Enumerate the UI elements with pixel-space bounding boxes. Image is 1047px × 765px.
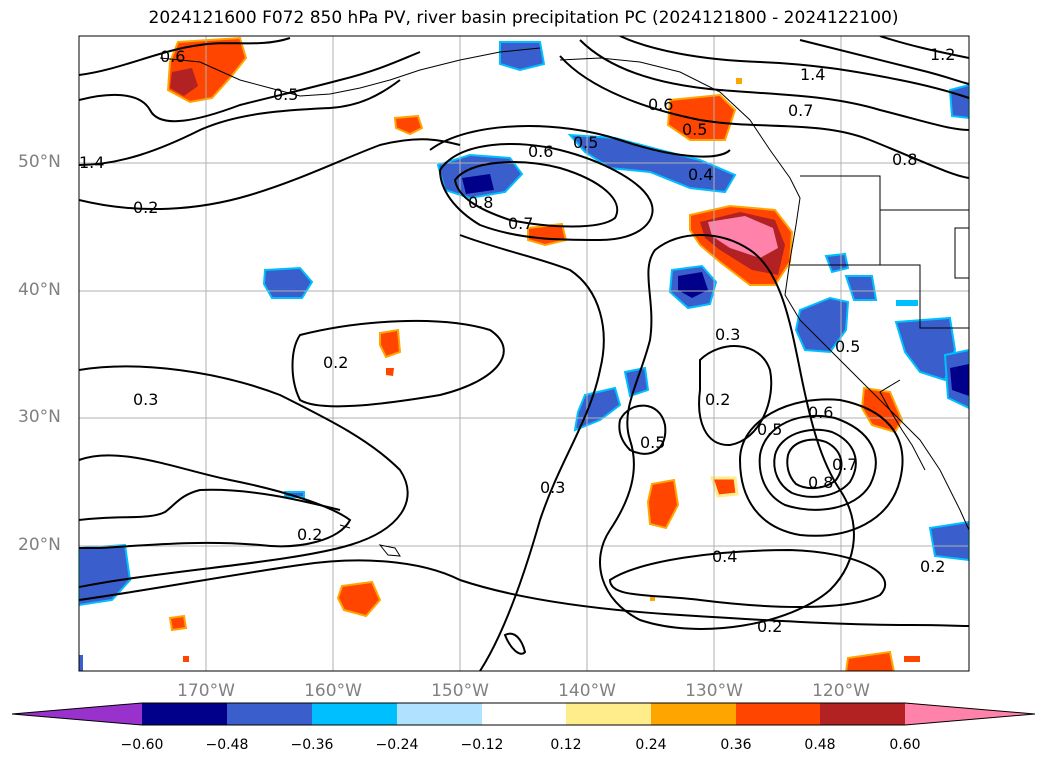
contour-label: 0.5 [640, 433, 665, 452]
colorbar [11, 702, 1036, 726]
lon-label: 140°W [558, 681, 616, 701]
contour-label: 0.4 [688, 165, 713, 184]
contour-label: 0.6 [808, 403, 833, 422]
contour-label: 0.5 [835, 337, 860, 356]
contour-label: 0.5 [273, 85, 298, 104]
contour-label: 0.8 [468, 193, 493, 212]
lon-label: 150°W [431, 681, 489, 701]
lat-label: 50°N [18, 152, 61, 172]
map-frame [78, 35, 970, 672]
colorbar-tick-label: −0.24 [375, 737, 419, 753]
contour-label: 0.3 [715, 325, 740, 344]
colorbar-tick-label: −0.60 [120, 737, 164, 753]
contour-label: 0.7 [832, 455, 857, 474]
colorbar-segment [227, 703, 312, 725]
contour-label: 0.8 [808, 473, 833, 492]
colorbar-segment [397, 703, 482, 725]
lon-label: 160°W [304, 681, 362, 701]
contour-label: 0.2 [920, 557, 945, 576]
contour-label: 0.2 [705, 390, 730, 409]
colorbar-tick-label: 0.24 [635, 737, 667, 753]
colorbar-tick-label: −0.36 [290, 737, 334, 753]
map-title: 2024121600 F072 850 hPa PV, river basin … [148, 8, 899, 28]
contour-label-group: 0.6 0.5 1.4 0.2 0.6 0.5 0.4 0.8 0.7 0.7 … [79, 45, 955, 636]
graticule [79, 36, 969, 671]
contour-label: 0.2 [757, 617, 782, 636]
lat-label: 40°N [18, 280, 61, 300]
lat-label: 30°N [18, 407, 61, 427]
lon-label: 130°W [685, 681, 743, 701]
colorbar-segment [312, 703, 397, 725]
contour-label: 0.7 [508, 214, 533, 233]
colorbar-tick-label: 0.60 [889, 737, 921, 753]
colorbar-min-extension [12, 703, 142, 725]
pv-contours [79, 36, 969, 671]
colorbar-tick-label: −0.48 [205, 737, 249, 753]
lon-label: 170°W [177, 681, 235, 701]
colorbar-tick-label: 0.48 [804, 737, 836, 753]
contour-label: 0.4 [712, 547, 737, 566]
contour-label: 0.5 [573, 133, 598, 152]
contour-label: 1.4 [800, 65, 825, 84]
contour-label: 0.5 [757, 420, 782, 439]
lon-label: 120°W [812, 681, 870, 701]
contour-label: 0.6 [160, 47, 185, 66]
contour-label: 0.7 [788, 101, 813, 120]
colorbar-segment [142, 703, 227, 725]
precip-anomaly-shading [79, 36, 969, 671]
contour-label: 0.6 [648, 95, 673, 114]
colorbar-segment [820, 703, 905, 725]
colorbar-tick-label: 0.36 [720, 737, 752, 753]
colorbar-tick-label: −0.12 [460, 737, 504, 753]
contour-label: 0.2 [297, 525, 322, 544]
contour-label: 0.6 [528, 142, 553, 161]
lat-label: 20°N [18, 535, 61, 555]
contour-label: 1.2 [930, 45, 955, 64]
colorbar-segment [736, 703, 820, 725]
contour-label: 0.2 [323, 353, 348, 372]
contour-label: 0.3 [133, 390, 158, 409]
coastlines [159, 47, 969, 557]
contour-label: 0.5 [682, 120, 707, 139]
contour-label: 0.2 [133, 198, 158, 217]
contour-label: 0.3 [540, 478, 565, 497]
contour-label: 0.8 [892, 150, 917, 169]
colorbar-segment [566, 703, 651, 725]
colorbar-tick-label: 0.12 [550, 737, 582, 753]
colorbar-segment [651, 703, 736, 725]
colorbar-segment [482, 703, 566, 725]
colorbar-max-extension [905, 703, 1035, 725]
contour-label: 1.4 [79, 153, 104, 172]
